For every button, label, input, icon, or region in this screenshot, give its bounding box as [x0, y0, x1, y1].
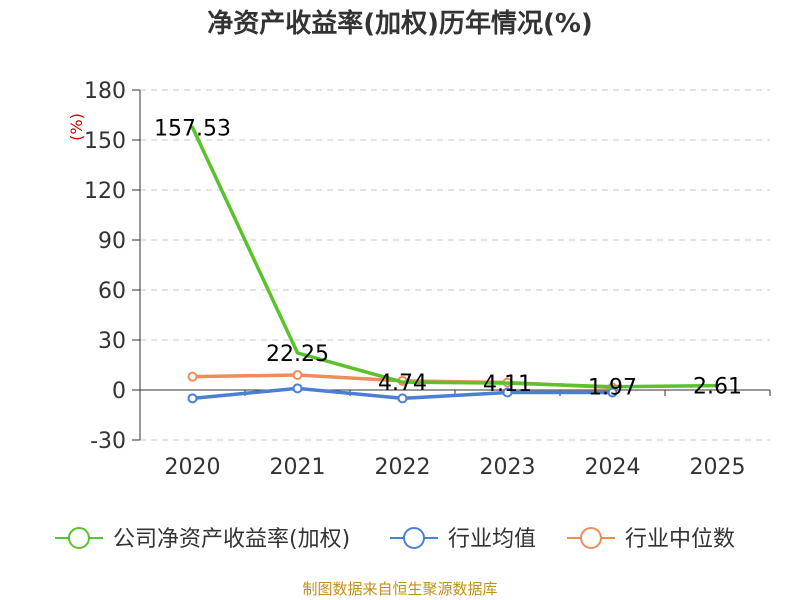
axis-layer: -30 0 30 60 90 120 150 180 2020 2021 2022 2023 2024 2…	[84, 79, 771, 480]
source-note: 制图数据来自恒生聚源数据库	[302, 580, 497, 598]
legend-label: 公司净资产收益率(加权)	[113, 527, 350, 552]
legend-label: 行业均值	[448, 527, 536, 552]
x-tick-label: 2025	[690, 455, 746, 480]
legend-item: 公司净资产收益率(加权)	[55, 527, 350, 552]
legend-label: 行业中位数	[625, 527, 735, 552]
y-tick-label: -30	[90, 429, 126, 454]
data-point	[607, 387, 618, 398]
data-point	[187, 371, 198, 382]
legend: 公司净资产收益率(加权) 行业均值 行业中位数	[55, 527, 735, 552]
y-tick-label: 0	[112, 379, 126, 404]
data-point	[292, 383, 303, 394]
series-1	[187, 383, 618, 404]
data-label: 22.25	[266, 342, 329, 367]
data-point	[502, 387, 513, 398]
legend-marker	[580, 527, 602, 549]
y-tick-label: 90	[98, 229, 126, 254]
series-line	[190, 125, 720, 389]
legend-item: 行业中位数	[567, 527, 735, 552]
x-tick-label: 2020	[165, 455, 221, 480]
y-tick-label: 30	[98, 329, 126, 354]
chart-title: 净资产收益率(加权)历年情况(%)	[207, 8, 593, 39]
x-tick-label: 2024	[585, 455, 641, 480]
series-layer: 157.53 22.25 4.74 4.11 1.97 2.61	[154, 116, 742, 404]
y-unit-label: (%)	[67, 113, 86, 141]
y-tick-label: 150	[84, 129, 126, 154]
data-point	[397, 393, 408, 404]
y-tick-label: 120	[84, 179, 126, 204]
x-tick-label: 2022	[375, 455, 431, 480]
x-tick-label: 2023	[480, 455, 536, 480]
series-0	[190, 125, 720, 389]
x-tick-label: 2021	[270, 455, 326, 480]
legend-item: 行业均值	[390, 527, 536, 552]
data-label: 1.97	[588, 376, 637, 401]
y-tick-label: 60	[98, 279, 126, 304]
legend-marker	[403, 527, 425, 549]
legend-marker	[68, 527, 90, 549]
data-label: 157.53	[154, 116, 231, 141]
data-point	[187, 393, 198, 404]
data-label: 2.61	[693, 375, 742, 400]
data-point	[292, 370, 303, 380]
data-label: 4.74	[378, 371, 427, 396]
data-label: 4.11	[483, 372, 532, 397]
y-tick-label: 180	[84, 79, 126, 104]
